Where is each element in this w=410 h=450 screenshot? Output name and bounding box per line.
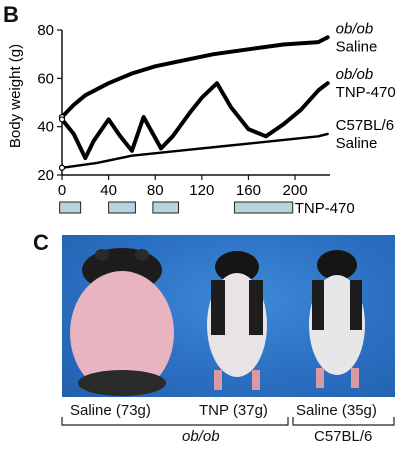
lean-control-mouse [309, 250, 365, 388]
y-tick-label: 40 [37, 119, 54, 136]
series-label: ob/ob [336, 20, 374, 37]
y-axis-label: Body weight (g) [7, 44, 24, 148]
series-label: ob/ob [336, 66, 374, 83]
y-tick-label: 60 [37, 70, 54, 87]
treatment-label: TNP-470 [295, 200, 355, 217]
mice-photo [62, 235, 395, 397]
x-tick-label: 120 [189, 182, 214, 199]
obese-saline-mouse [70, 248, 174, 396]
series-line [60, 81, 330, 161]
series-line [60, 132, 329, 169]
series-label: Saline [336, 38, 378, 55]
panel-c-letter: C [33, 230, 49, 255]
y-tick-label: 80 [37, 22, 54, 39]
y-tick-label: 20 [37, 167, 54, 184]
series-start-marker [58, 116, 66, 123]
series-line [60, 35, 330, 119]
x-tick-label: 40 [100, 182, 117, 199]
caption-saline-lean: Saline (35g) [296, 402, 377, 419]
x-tick-label: 200 [283, 182, 308, 199]
caption-tnp: TNP (37g) [199, 402, 268, 419]
series-start-marker [58, 164, 66, 171]
x-tick-label: 0 [58, 182, 66, 199]
group-label-obob: ob/ob [182, 428, 220, 445]
treatment-bar [108, 201, 136, 214]
treatment-bar [233, 201, 294, 214]
group-label-c57: C57BL/6 [314, 428, 373, 445]
treatment-bar [152, 201, 180, 214]
panel-b-letter: B [3, 2, 19, 27]
treatment-bar [59, 201, 82, 214]
series-label: TNP-470 [336, 84, 396, 101]
x-tick-label: 80 [147, 182, 164, 199]
tnp-treated-mouse [207, 251, 267, 390]
x-tick-label: 160 [236, 182, 261, 199]
series-label: Saline [336, 135, 378, 152]
series-label: C57BL/6 [336, 117, 394, 134]
caption-saline-obese: Saline (73g) [70, 402, 151, 419]
